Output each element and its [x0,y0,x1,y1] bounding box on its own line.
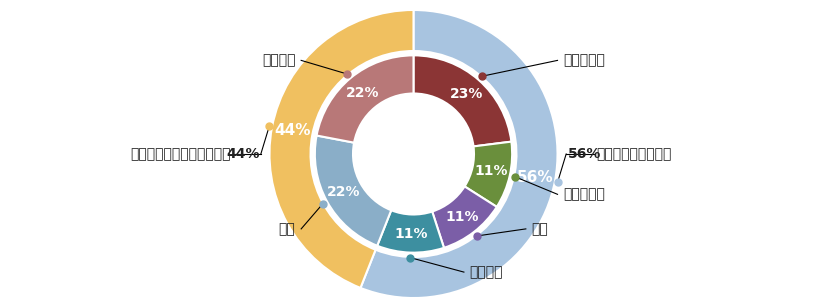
Wedge shape [377,210,444,253]
Text: 11%: 11% [446,210,479,224]
Wedge shape [465,142,512,207]
Text: 11%: 11% [475,164,508,178]
Text: 22%: 22% [327,185,361,199]
Text: 23%: 23% [449,87,483,101]
Text: 公共: 公共 [532,222,548,236]
Text: 航空・鉄道: 航空・鉄道 [563,187,605,201]
Text: 重要インフラ機器製造業者: 重要インフラ機器製造業者 [130,147,231,161]
Text: 電力・ガス: 電力・ガス [563,53,605,67]
Text: 機械: 機械 [279,222,295,236]
Wedge shape [270,10,414,288]
Text: 重要インフラ事業者: 重要インフラ事業者 [596,147,672,161]
Text: 44%: 44% [274,124,310,138]
Text: 22%: 22% [346,86,380,100]
Text: 56%: 56% [517,170,553,184]
Text: 情報通信: 情報通信 [470,265,503,279]
Text: 56%: 56% [567,147,601,161]
Wedge shape [317,55,414,143]
Wedge shape [414,55,511,146]
Wedge shape [433,186,497,248]
Text: 44%: 44% [226,147,260,161]
Wedge shape [315,136,391,246]
Text: 輸送機械: 輸送機械 [262,53,295,67]
Wedge shape [361,10,557,298]
Text: 11%: 11% [394,226,428,241]
